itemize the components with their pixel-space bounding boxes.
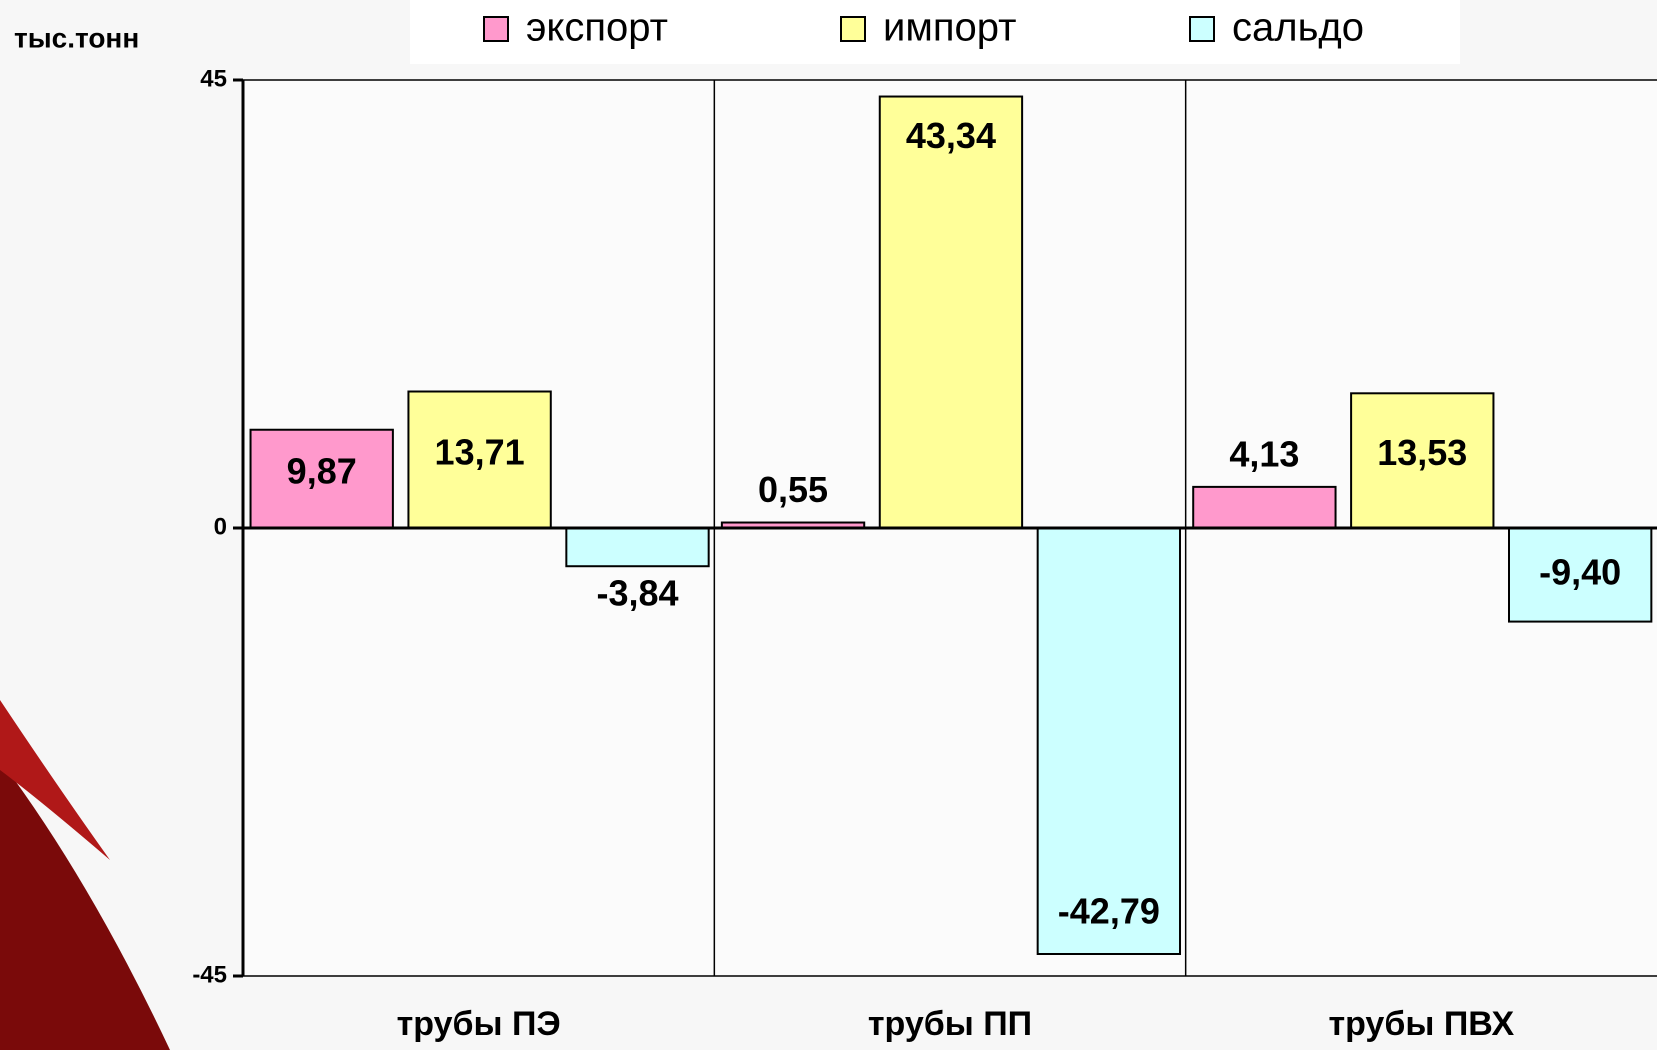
value-label: 43,34 [906,115,996,156]
bar [1508,527,1653,623]
x-tick-label: трубы ПП [868,1005,1032,1043]
y-axis-label: тыс.тонн [14,22,139,53]
decor-swoosh [0,760,170,1050]
legend-swatch [1189,16,1215,42]
bar [407,390,552,529]
legend-label: сальдо [1232,6,1364,50]
legend-box [410,0,1460,64]
bar [1036,527,1182,955]
value-label: -42,79 [1058,891,1160,932]
value-label: 13,53 [1377,432,1467,473]
bar [878,95,1024,530]
x-tick-label: трубы ПВХ [1328,1005,1514,1043]
legend-label: экспорт [526,6,668,50]
y-tick-label: 0 [214,513,227,540]
bar [565,527,710,568]
value-label: 4,13 [1229,433,1299,474]
x-tick-label: трубы ПЭ [397,1005,561,1043]
legend-label: импорт [883,6,1016,50]
legend-swatch [840,16,866,42]
value-label: 0,55 [758,469,828,510]
y-tick-label: 45 [200,65,227,92]
value-label: 9,87 [287,450,357,491]
y-tick-label: -45 [192,961,227,988]
legend-swatch [483,16,509,42]
value-label: -9,40 [1539,551,1621,592]
decor-swoosh-light [0,700,110,860]
value-label: -3,84 [596,573,678,614]
bar [1350,392,1495,529]
value-label: 13,71 [435,431,525,472]
bar [1192,485,1337,529]
